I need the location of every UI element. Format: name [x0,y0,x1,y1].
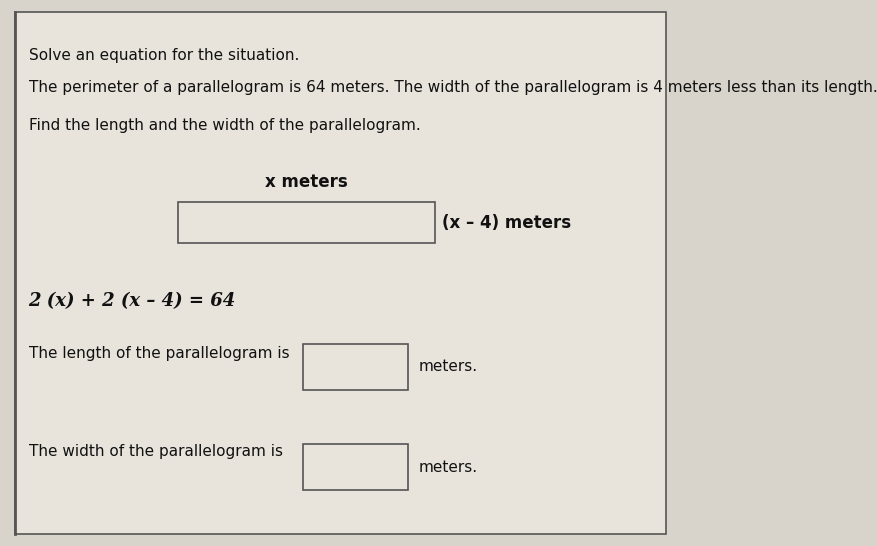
Text: meters.: meters. [418,460,477,474]
Text: meters.: meters. [418,359,477,374]
Text: Solve an equation for the situation.: Solve an equation for the situation. [29,48,299,63]
FancyBboxPatch shape [303,444,408,490]
Text: x meters: x meters [265,173,348,191]
FancyBboxPatch shape [303,343,408,390]
Text: The width of the parallelogram is: The width of the parallelogram is [29,444,282,459]
Text: Find the length and the width of the parallelogram.: Find the length and the width of the par… [29,118,420,133]
FancyBboxPatch shape [178,203,435,243]
Text: (x – 4) meters: (x – 4) meters [442,213,571,232]
Text: The perimeter of a parallelogram is 64 meters. The width of the parallelogram is: The perimeter of a parallelogram is 64 m… [29,80,877,95]
FancyBboxPatch shape [15,12,666,534]
Text: 2 (x) + 2 (x – 4) = 64: 2 (x) + 2 (x – 4) = 64 [29,292,236,310]
Text: The length of the parallelogram is: The length of the parallelogram is [29,346,289,361]
